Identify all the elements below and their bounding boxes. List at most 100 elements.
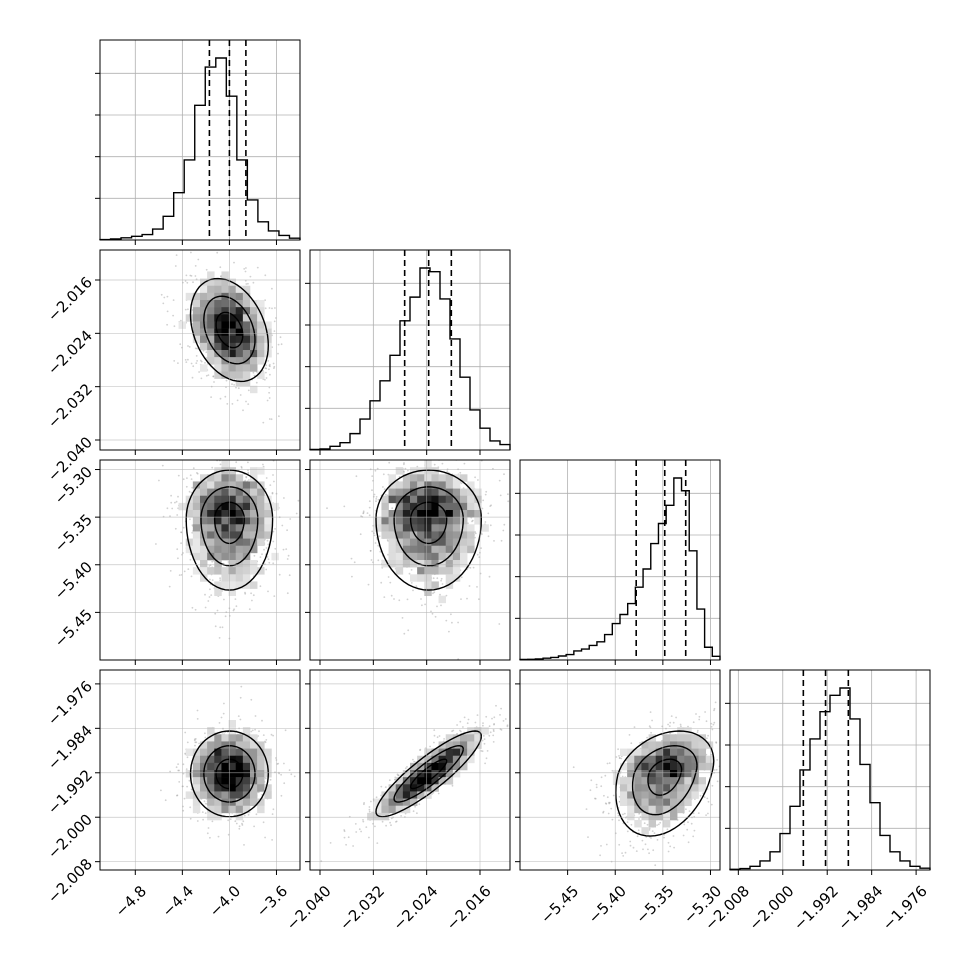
scatter-point <box>477 479 479 481</box>
scatter-point <box>424 603 426 606</box>
scatter-point <box>177 474 180 477</box>
scatter-point <box>410 582 413 584</box>
scatter-point <box>189 518 191 521</box>
scatter-point <box>387 576 390 578</box>
density-cell <box>374 517 382 525</box>
scatter-point <box>394 778 396 781</box>
scatter-point <box>271 492 274 495</box>
density-cell <box>242 350 251 358</box>
density-cell <box>192 488 201 497</box>
scatter-point <box>196 347 199 350</box>
density-cell <box>192 510 201 518</box>
scatter-point <box>287 554 290 557</box>
density-cell <box>235 574 244 582</box>
scatter-point <box>462 487 465 489</box>
scatter-point <box>482 722 484 724</box>
density-cell <box>228 777 237 785</box>
scatter-point <box>184 359 187 361</box>
scatter-point <box>233 384 236 386</box>
scatter-point <box>182 772 185 775</box>
scatter-point <box>343 830 346 833</box>
density-cell <box>228 770 237 778</box>
density-cell <box>438 552 447 561</box>
scatter-point <box>244 270 247 273</box>
scatter-point <box>264 299 266 302</box>
scatter-point <box>178 781 181 783</box>
scatter-point <box>191 531 194 534</box>
density-cell <box>207 335 215 344</box>
density-cell <box>257 777 265 785</box>
density-cell <box>200 560 208 568</box>
density-cell <box>250 798 258 807</box>
density-cell <box>264 524 272 532</box>
scatter-point <box>198 742 201 745</box>
density-cell <box>474 495 482 504</box>
density-cell <box>235 371 244 379</box>
density-cell <box>264 517 272 525</box>
scatter-point <box>284 729 287 732</box>
density-cell <box>242 292 251 301</box>
scatter-point <box>481 750 484 753</box>
density-cell <box>228 481 237 489</box>
density-cell <box>417 552 425 561</box>
density-cell <box>200 307 208 315</box>
density-cell <box>424 581 432 589</box>
scatter-point <box>436 577 439 580</box>
density-cell <box>242 741 251 749</box>
density-cell <box>200 755 208 764</box>
scatter-point <box>252 371 255 374</box>
density-cell <box>221 328 229 337</box>
density-cell <box>250 791 258 799</box>
scatter-point <box>368 500 371 503</box>
density-cell <box>257 748 265 757</box>
density-cell <box>388 560 397 568</box>
scatter-point <box>241 822 243 825</box>
scatter-point <box>235 605 238 608</box>
scatter-point <box>271 839 273 841</box>
density-cell <box>228 762 237 771</box>
scatter-point <box>474 532 477 535</box>
scatter-point <box>395 821 397 823</box>
density-cell <box>402 488 411 497</box>
scatter-point <box>487 512 490 515</box>
density-cell <box>424 545 432 554</box>
density-cell <box>257 502 265 511</box>
density-cell <box>250 748 258 757</box>
density-cell <box>395 560 404 568</box>
density-cell <box>221 581 229 589</box>
density-cell <box>431 488 439 497</box>
density-cell <box>235 770 244 778</box>
scatter-point <box>352 845 354 847</box>
density-cell <box>445 474 454 482</box>
scatter-point <box>189 474 192 477</box>
density-cell <box>235 755 244 764</box>
scatter-point <box>370 559 373 561</box>
density-cell <box>242 481 251 489</box>
density-cell <box>250 531 258 539</box>
density-cell <box>207 805 215 814</box>
density-cell <box>214 481 222 489</box>
scatter-point <box>265 568 268 571</box>
density-cell <box>207 307 215 315</box>
density-cell <box>228 292 237 301</box>
density-cell <box>221 567 229 575</box>
scatter-point <box>430 610 432 613</box>
density-cell <box>221 770 229 778</box>
hist-panel-bg <box>520 460 720 660</box>
scatter-point <box>247 471 250 474</box>
density-cell <box>431 545 439 554</box>
density-cell <box>257 524 265 532</box>
scatter-point <box>224 395 227 398</box>
density-cell <box>235 524 244 532</box>
scatter-point <box>253 825 256 828</box>
density-cell <box>192 567 201 575</box>
density-cell <box>207 770 215 778</box>
density-cell <box>200 364 208 372</box>
scatter-point <box>272 540 275 543</box>
scatter-point <box>177 763 180 765</box>
scatter-point <box>355 831 358 833</box>
scatter-point <box>288 574 291 577</box>
scatter-point <box>169 770 172 773</box>
density-cell <box>402 481 411 489</box>
scatter-point <box>168 585 171 588</box>
